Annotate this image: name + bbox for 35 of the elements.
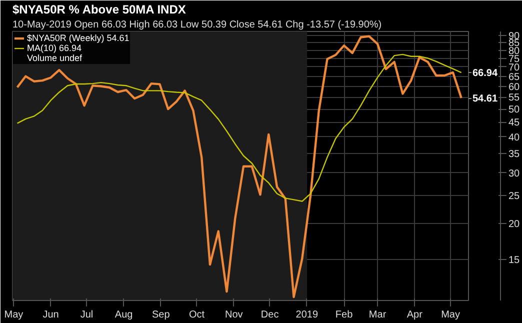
legend-label: $NYA50R (Weekly) 54.61: [27, 33, 130, 43]
x-tick-label: Jun: [42, 310, 59, 320]
y-tick-label: 25: [508, 191, 520, 202]
legend-label: MA(10) 66.94: [27, 43, 82, 53]
x-tick-label: Apr: [406, 310, 424, 320]
x-tick-label: Jul: [80, 310, 94, 320]
y-tick-label: 30: [508, 168, 520, 180]
x-tick-label: 2019: [296, 310, 318, 320]
text: 10-May-2019 Open 66.03 High 66.03 Low 50.39 Close 54.61 Chg -13.57 (-19.90%): [12, 20, 382, 30]
x-tick-label: Aug: [114, 310, 133, 320]
y-tick-label: 50: [508, 104, 520, 116]
x-tick-label: Mar: [368, 310, 387, 320]
x-tick-label: May: [441, 310, 460, 320]
line-series: [16, 54, 462, 202]
x-tick-label: Dec: [260, 310, 279, 320]
y-tick-label: 55: [508, 92, 520, 104]
x-tick-label: Oct: [189, 310, 205, 320]
data-label: 54.61: [472, 94, 498, 105]
x-tick-label: Feb: [335, 310, 354, 320]
y-tick-label: 20: [508, 219, 520, 230]
y-tick-label: 60: [508, 82, 520, 93]
chart-title: $NYA50R % Above 50MA INDX: [12, 2, 186, 16]
y-tick-label: 70: [508, 62, 520, 74]
x-tick-label: Sep: [152, 310, 170, 320]
y-tick-label: 40: [508, 132, 520, 144]
y-tick-label: 65: [508, 72, 520, 83]
annotation: Volume undef: [27, 53, 82, 63]
y-tick-label: 45: [508, 118, 520, 129]
x-tick-label: May: [4, 310, 24, 320]
data-label: 66.94: [472, 68, 498, 80]
y-tick-label: 75: [508, 54, 520, 65]
x-tick-label: Nov: [225, 310, 243, 320]
line-series: [16, 35, 462, 298]
y-tick-label: 35: [508, 149, 520, 160]
y-tick-label: 15: [508, 254, 520, 266]
